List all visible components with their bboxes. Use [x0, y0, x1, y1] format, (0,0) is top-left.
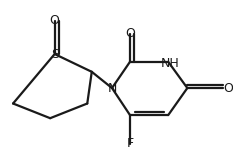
Text: O: O [223, 82, 233, 95]
Text: F: F [127, 137, 134, 150]
Text: O: O [50, 14, 60, 27]
Text: N: N [107, 82, 117, 95]
Text: NH: NH [161, 57, 180, 70]
Text: S: S [51, 48, 59, 61]
Text: O: O [125, 27, 135, 40]
